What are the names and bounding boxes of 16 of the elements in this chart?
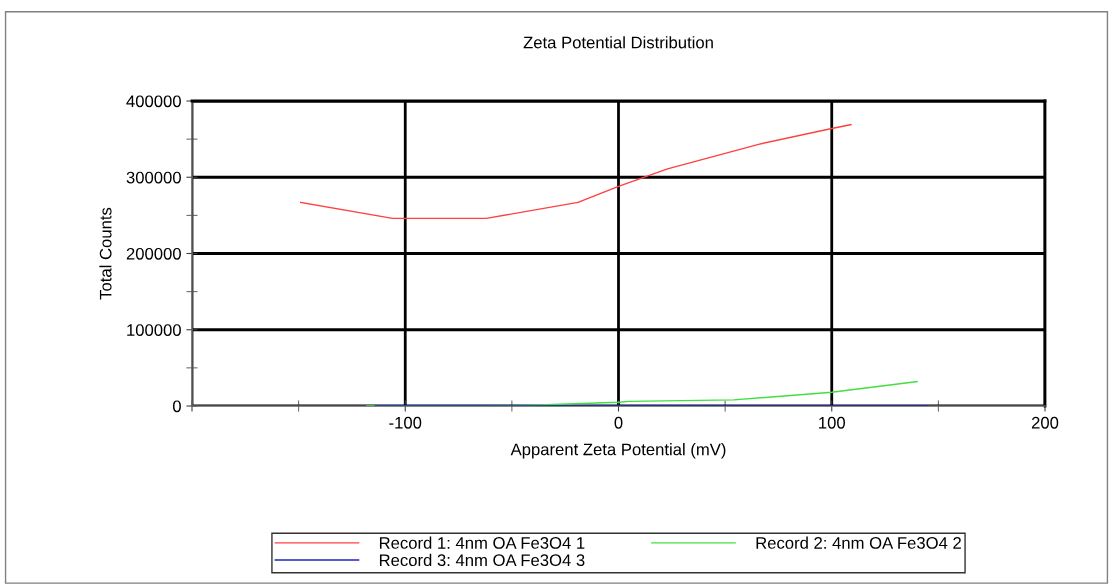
legend-label: Record 3: 4nm OA Fe3O4 3 <box>379 553 585 567</box>
chart-title: Zeta Potential Distribution <box>523 36 713 49</box>
legend-label: Record 1: 4nm OA Fe3O4 1 <box>379 536 585 549</box>
x-tick-label: -100 <box>389 416 422 429</box>
y-tick-label: 0 <box>172 400 181 413</box>
y-tick-label: 300000 <box>126 171 181 184</box>
legend-label: Record 2: 4nm OA Fe3O4 2 <box>756 536 961 549</box>
x-tick-label: 100 <box>819 416 845 429</box>
x-tick-label: 0 <box>614 416 623 429</box>
y-tick-label: 400000 <box>126 95 181 108</box>
x-axis-title: Apparent Zeta Potential (mV) <box>510 443 726 459</box>
y-tick-label: 200000 <box>126 247 181 260</box>
y-tick-label: 100000 <box>127 324 181 336</box>
y-axis-title: Total Counts <box>99 207 112 300</box>
line-series <box>300 123 852 220</box>
x-tick-label: 200 <box>1031 416 1059 429</box>
